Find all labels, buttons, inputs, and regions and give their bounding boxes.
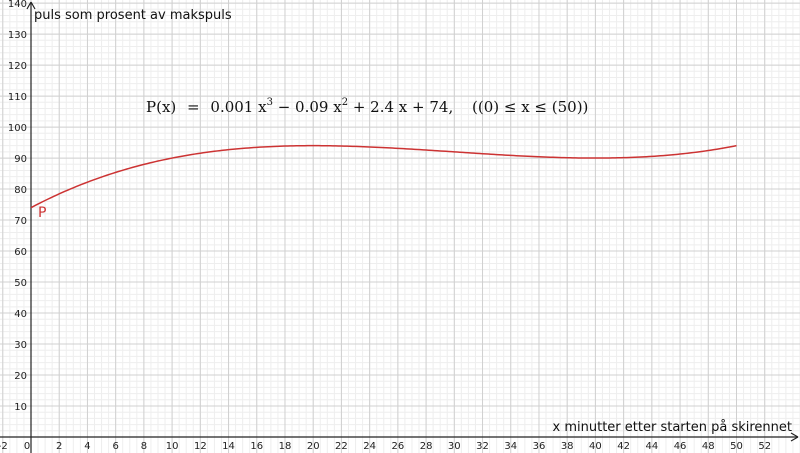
x-tick-label: 18 <box>279 441 292 452</box>
x-tick-label: 30 <box>448 441 461 452</box>
x-tick-label: 0 <box>24 441 30 452</box>
x-tick-label: 10 <box>166 441 179 452</box>
x-tick-label: 52 <box>758 441 771 452</box>
x-tick-label: 6 <box>112 441 118 452</box>
x-tick-label: 14 <box>222 441 235 452</box>
formula-domain: ((0) ≤ x ≤ (50)) <box>472 98 588 116</box>
y-tick-label: 30 <box>14 340 27 351</box>
x-tick-label: 36 <box>533 441 546 452</box>
y-tick-label: 90 <box>14 154 27 165</box>
x-tick-label: -2 <box>0 441 8 452</box>
x-tick-label: 48 <box>702 441 715 452</box>
x-tick-label: 46 <box>674 441 687 452</box>
formula-eq: = <box>187 98 200 116</box>
y-tick-labels: 10 20 30 40 50 60 70 80 90 100 110 120 130 140 <box>8 0 27 413</box>
series-label-p: P <box>38 205 46 221</box>
y-tick-label: 50 <box>14 278 27 289</box>
x-tick-label: 38 <box>561 441 574 452</box>
y-tick-label: 120 <box>8 61 27 72</box>
y-axis-arrow <box>26 1 36 10</box>
x-tick-label: 32 <box>476 441 489 452</box>
y-tick-label: 60 <box>14 247 27 258</box>
x-tick-label: 24 <box>363 441 376 452</box>
series-line-p[interactable] <box>30 144 737 209</box>
formula-term-1: 0.001 x <box>210 98 267 116</box>
x-axis-title: x minutter etter starten på skirennet <box>553 420 792 435</box>
formula-term-2: − 0.09 x <box>273 98 342 116</box>
x-tick-label: 22 <box>335 441 348 452</box>
x-tick-labels: -202468101214161820222426283032343638404… <box>0 441 771 452</box>
y-axis-title: puls som prosent av makspuls <box>34 8 232 23</box>
x-tick-label: 2 <box>56 441 62 452</box>
x-tick-label: 44 <box>645 441 658 452</box>
formula-exp-1: 3 <box>267 97 273 108</box>
x-axis-arrow <box>790 432 799 442</box>
y-tick-label: 80 <box>14 185 27 196</box>
x-tick-label: 8 <box>141 441 147 452</box>
x-tick-label: 20 <box>307 441 320 452</box>
x-tick-label: 16 <box>250 441 263 452</box>
y-tick-label: 110 <box>8 92 27 103</box>
y-tick-label: 140 <box>8 0 27 10</box>
x-tick-label: 42 <box>617 441 630 452</box>
formula-exp-2: 2 <box>342 97 348 108</box>
y-tick-label: 70 <box>14 216 27 227</box>
x-tick-label: 50 <box>730 441 743 452</box>
formula-lhs: P(x) <box>146 98 176 116</box>
function-formula: P(x) = 0.001 x3 − 0.09 x2 + 2.4 x + 74, … <box>146 97 588 116</box>
y-tick-label: 40 <box>14 309 27 320</box>
x-tick-label: 4 <box>84 441 90 452</box>
x-tick-label: 28 <box>420 441 433 452</box>
x-tick-label: 34 <box>504 441 517 452</box>
y-tick-label: 20 <box>14 371 27 382</box>
x-tick-label: 26 <box>391 441 404 452</box>
formula-term-3: + 2.4 x + 74, <box>348 98 453 116</box>
x-tick-label: 40 <box>589 441 602 452</box>
y-tick-label: 130 <box>8 30 27 41</box>
y-tick-label: 100 <box>8 123 27 134</box>
y-tick-label: 10 <box>14 402 27 413</box>
x-tick-label: 12 <box>194 441 207 452</box>
